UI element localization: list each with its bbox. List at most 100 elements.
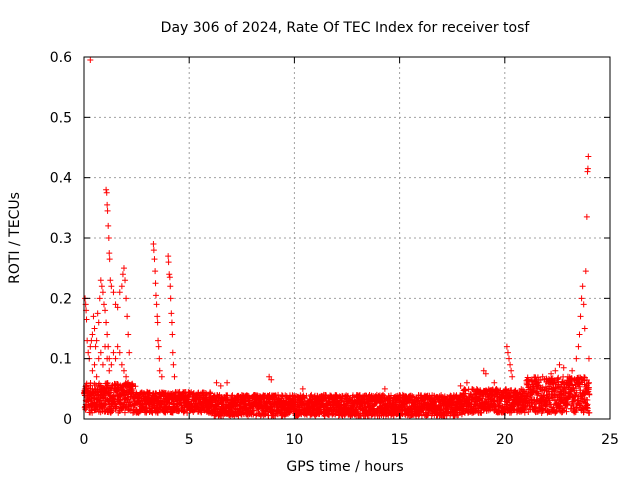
data-point — [564, 373, 571, 380]
data-point — [89, 409, 96, 416]
data-point — [105, 235, 112, 241]
data-point — [114, 343, 121, 350]
data-point — [87, 57, 94, 64]
data-point — [92, 343, 99, 350]
data-point — [104, 207, 111, 214]
data-point — [121, 409, 128, 416]
data-point — [118, 361, 125, 368]
x-tick-label: 5 — [185, 432, 194, 448]
data-point — [82, 406, 89, 413]
data-point — [527, 376, 534, 383]
data-point — [125, 379, 132, 386]
data-point — [102, 307, 109, 314]
data-point — [224, 379, 231, 386]
data-point — [167, 295, 174, 302]
y-tick-label: 0.2 — [50, 291, 72, 307]
data-point — [568, 388, 575, 395]
data-point — [116, 349, 123, 356]
data-point — [104, 355, 111, 362]
data-point — [586, 409, 593, 416]
data-point — [88, 337, 95, 344]
y-tick-label: 0.6 — [50, 50, 72, 66]
data-point — [576, 331, 583, 338]
data-point — [168, 319, 175, 326]
data-point — [96, 397, 103, 404]
data-point — [170, 361, 177, 368]
data-point — [480, 367, 487, 374]
chart-title: Day 306 of 2024, Rate Of TEC Index for r… — [161, 20, 531, 36]
data-point — [507, 361, 514, 368]
data-point — [99, 361, 106, 368]
data-point — [165, 259, 172, 266]
data-point — [112, 301, 119, 308]
data-point — [585, 379, 592, 386]
data-point — [523, 405, 530, 412]
data-point — [116, 289, 123, 296]
data-point — [561, 405, 568, 412]
data-point — [168, 310, 175, 317]
data-point — [123, 373, 130, 380]
data-point — [143, 409, 150, 416]
data-point — [566, 381, 573, 388]
data-point — [113, 403, 120, 410]
data-point — [580, 409, 587, 416]
data-point — [119, 271, 126, 278]
data-point — [585, 355, 592, 362]
data-point — [579, 283, 586, 290]
data-point — [551, 387, 558, 394]
data-point — [100, 301, 107, 308]
data-point — [150, 247, 157, 254]
data-point — [569, 367, 576, 374]
data-point — [167, 283, 174, 290]
data-point — [155, 337, 162, 344]
data-point — [152, 292, 159, 299]
data-point — [387, 392, 394, 399]
data-point — [90, 313, 97, 320]
data-point — [463, 379, 470, 386]
data-point — [521, 409, 528, 416]
data-point — [457, 382, 464, 389]
data-point — [120, 367, 127, 374]
data-point — [573, 385, 580, 392]
data-point — [103, 319, 110, 326]
data-point — [379, 398, 386, 405]
data-point — [583, 213, 590, 220]
data-point — [106, 390, 113, 397]
data-point — [251, 407, 258, 414]
data-point — [83, 316, 90, 323]
data-point — [425, 411, 432, 418]
data-point — [85, 349, 92, 356]
data-point — [102, 343, 109, 350]
data-point — [104, 201, 111, 208]
data-point — [581, 325, 588, 332]
data-point — [108, 361, 115, 368]
data-point — [104, 331, 111, 338]
data-point — [154, 319, 161, 326]
data-point — [97, 349, 104, 356]
data-point — [95, 319, 102, 326]
data-point — [577, 387, 584, 394]
data-point — [506, 393, 513, 400]
plot-area — [84, 57, 610, 419]
data-point — [548, 375, 555, 382]
data-point — [106, 250, 113, 257]
data-point — [171, 373, 178, 380]
y-tick-label: 0 — [63, 412, 72, 428]
data-point — [300, 394, 307, 401]
data-point — [185, 396, 192, 403]
data-point — [152, 268, 159, 275]
data-point — [108, 283, 115, 290]
data-point — [95, 355, 102, 362]
data-point — [533, 379, 540, 386]
data-point — [125, 331, 132, 338]
data-point — [573, 355, 580, 362]
data-point — [547, 401, 554, 408]
data-point — [266, 373, 273, 380]
data-point — [563, 408, 570, 415]
data-point — [586, 390, 593, 397]
data-point — [98, 283, 105, 290]
data-point — [151, 256, 158, 263]
data-point — [118, 283, 125, 290]
data-point — [539, 373, 546, 380]
data-point — [93, 337, 100, 344]
